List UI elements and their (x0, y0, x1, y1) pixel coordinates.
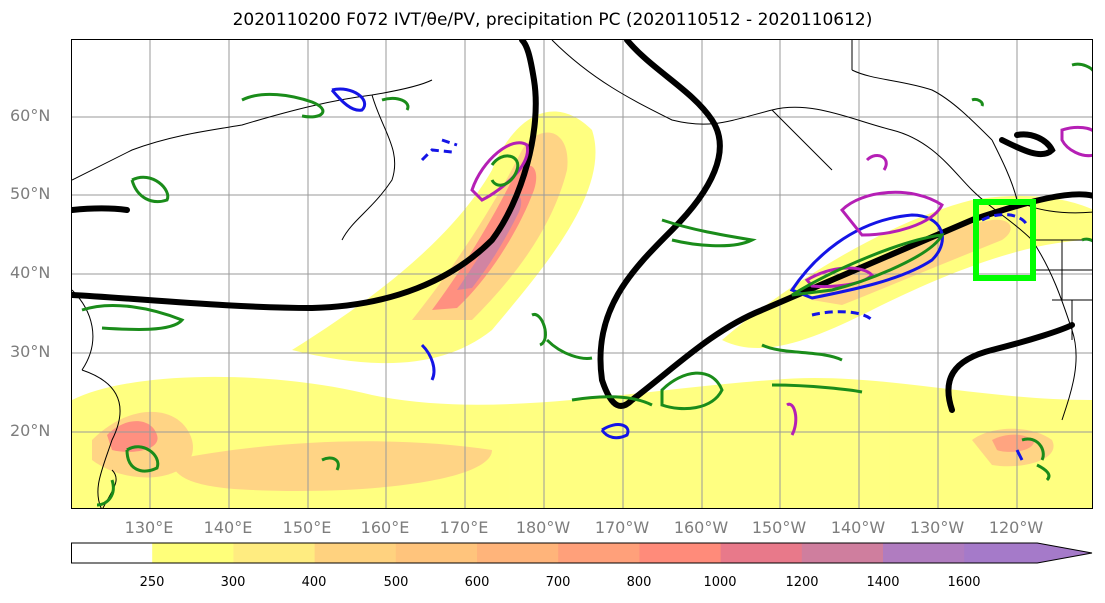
lon-label-170e: 170°E (439, 518, 489, 537)
colorbar-segment (964, 543, 1092, 563)
colorbar-tick-1600: 1600 (947, 575, 981, 590)
colorbar-tick-250: 250 (139, 575, 165, 590)
lon-label-180w: 180°W (515, 518, 571, 537)
figure-title: 2020110200 F072 IVT/θe/PV, precipitation… (232, 10, 873, 30)
colorbar-segment (477, 543, 559, 563)
colorbar-tick-500: 500 (383, 575, 409, 590)
map-canvas (72, 40, 1092, 508)
colorbar-segment (152, 543, 234, 563)
lat-label-30n: 30°N (10, 342, 51, 361)
colorbar-tick-1000: 1000 (703, 575, 737, 590)
colorbar-tick-700: 700 (545, 575, 571, 590)
lon-label-120w: 120°W (988, 518, 1044, 537)
colorbar-segment (71, 543, 153, 563)
colorbar-tick-1200: 1200 (785, 575, 819, 590)
lon-label-160e: 160°E (360, 518, 410, 537)
target-region-box (973, 199, 1036, 281)
pv-contours (470, 125, 1092, 436)
colorbar (71, 542, 1093, 564)
colorbar-segment (883, 543, 965, 563)
colorbar-tick-600: 600 (464, 575, 490, 590)
ivt-shading (72, 111, 1092, 508)
precip-pc-contours (81, 62, 1092, 507)
lon-label-160w: 160°W (673, 518, 729, 537)
lon-label-170w: 170°W (594, 518, 650, 537)
lat-label-20n: 20°N (10, 421, 51, 440)
lat-label-60n: 60°N (10, 106, 51, 125)
colorbar-segment (233, 543, 316, 563)
lon-label-140e: 140°E (203, 518, 253, 537)
theta-e-contours (330, 87, 1029, 461)
ivt-contours (72, 40, 1092, 413)
lon-label-150e: 150°E (282, 518, 332, 537)
colorbar-tick-800: 800 (626, 575, 652, 590)
colorbar-segment (395, 543, 478, 563)
graticule (72, 40, 1092, 508)
lon-label-130w: 130°W (909, 518, 965, 537)
colorbar-tick-400: 400 (301, 575, 327, 590)
map-panel (71, 39, 1093, 509)
lat-label-40n: 40°N (10, 263, 51, 282)
colorbar-segment (558, 543, 640, 563)
colorbar-segment (639, 543, 722, 563)
colorbar-outline (71, 542, 1093, 564)
colorbar-tick-1400: 1400 (866, 575, 900, 590)
lat-label-50n: 50°N (10, 184, 51, 203)
colorbar-segment (801, 543, 884, 563)
colorbar-segment (720, 543, 803, 563)
colorbar-tick-300: 300 (220, 575, 246, 590)
lon-label-140w: 140°W (830, 518, 886, 537)
colorbar-segment (314, 543, 397, 563)
lon-label-150w: 150°W (751, 518, 807, 537)
lon-label-130e: 130°E (124, 518, 174, 537)
